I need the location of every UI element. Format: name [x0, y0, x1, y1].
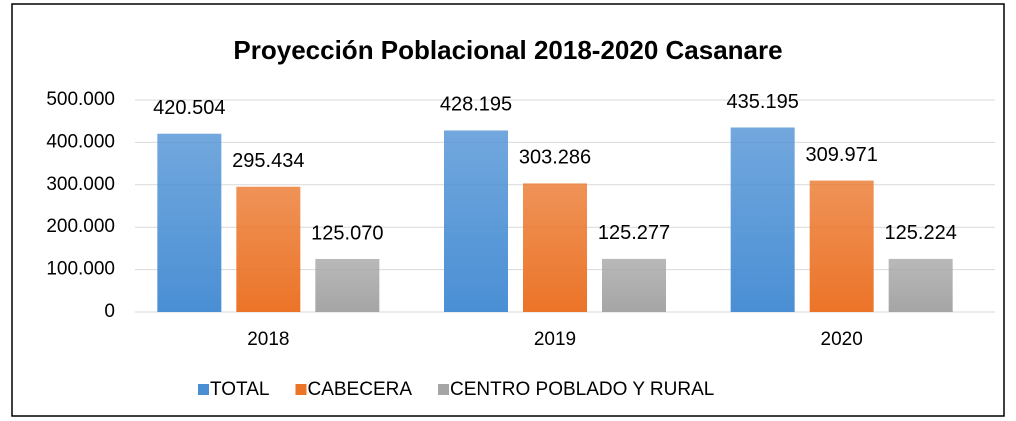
bar: [523, 183, 587, 312]
y-tick-label: 0: [104, 301, 115, 322]
chart-title: Proyección Poblacional 2018-2020 Casanar…: [233, 35, 782, 65]
bar: [315, 258, 380, 312]
legend-label: CABECERA: [307, 379, 412, 400]
value-label: 125.277: [598, 222, 670, 244]
bar: [157, 133, 222, 312]
value-label: 309.971: [806, 144, 878, 166]
value-label: 435.195: [727, 91, 799, 113]
value-label: 420.504: [153, 97, 225, 119]
value-label: 428.195: [440, 94, 512, 116]
value-label: 303.286: [519, 147, 591, 169]
bar: [444, 130, 508, 312]
legend-swatch: [295, 384, 307, 395]
legend-label: TOTAL: [210, 379, 269, 400]
value-label: 125.070: [311, 222, 383, 244]
value-label: 295.434: [232, 150, 304, 172]
bar: [236, 186, 301, 312]
legend-label: CENTRO POBLADO Y RURAL: [450, 379, 714, 400]
bar: [888, 258, 953, 312]
bar: [809, 180, 874, 312]
y-tick-label: 100.000: [46, 259, 115, 280]
y-tick-label: 200.000: [46, 216, 115, 237]
x-tick-label: 2019: [534, 329, 576, 350]
bar: [602, 258, 666, 312]
y-tick-label: 300.000: [46, 174, 115, 195]
x-tick-label: 2020: [821, 329, 863, 350]
legend-swatch: [198, 384, 209, 395]
y-tick-label: 400.000: [46, 131, 115, 152]
y-tick-label: 500.000: [46, 89, 115, 110]
legend-swatch: [438, 384, 450, 395]
value-label: 125.224: [885, 222, 957, 244]
x-tick-label: 2018: [247, 329, 289, 350]
bar: [730, 127, 795, 312]
